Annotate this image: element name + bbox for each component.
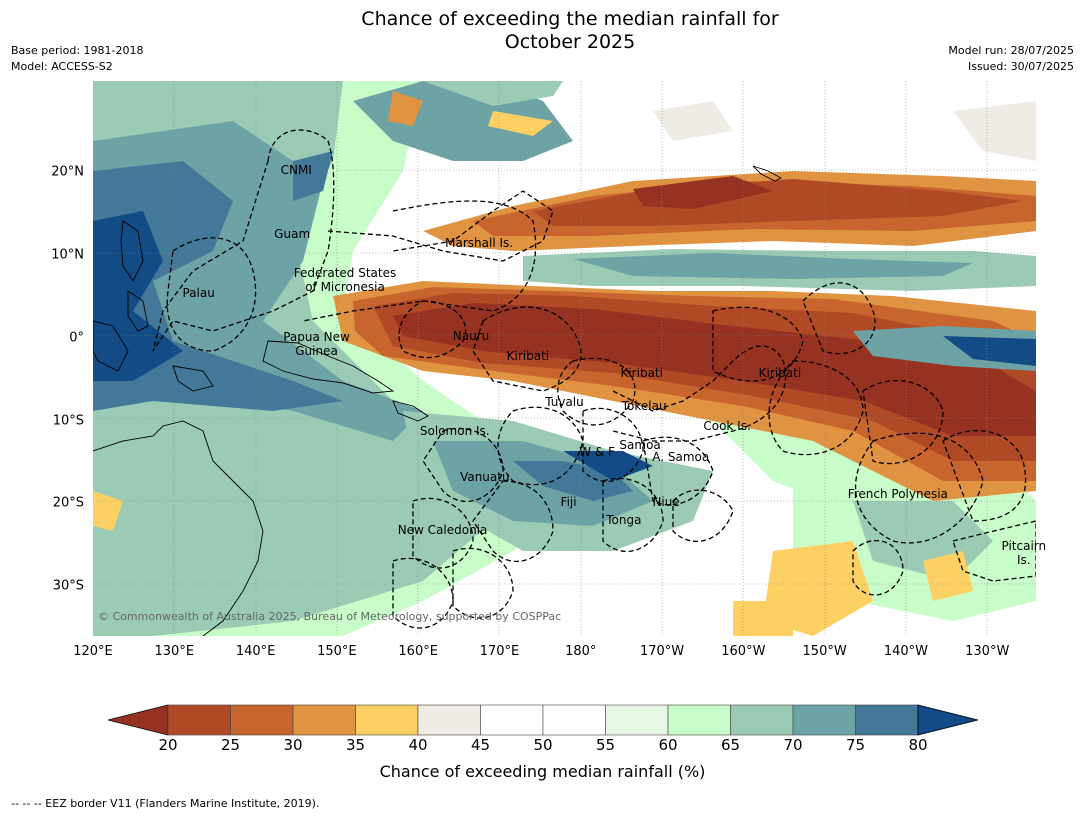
region-label: Papua New Guinea xyxy=(283,330,350,359)
eez-footnote: -- -- -- EEZ border V11 (Flanders Marine… xyxy=(11,797,320,810)
region-label: Tonga xyxy=(606,513,642,528)
lon-tick-label: 160°W xyxy=(721,644,766,659)
colorbar-segment xyxy=(855,704,919,736)
model-text: Model: ACCESS-S2 xyxy=(11,60,113,73)
lon-tick-label: 130°E xyxy=(154,644,195,659)
colorbar-segment xyxy=(292,704,356,736)
colorbar-tick-label: 50 xyxy=(533,736,553,754)
colorbar-segment xyxy=(792,704,856,736)
base-period-text: Base period: 1981-2018 xyxy=(11,44,144,57)
lon-tick-label: 170°W xyxy=(639,644,685,659)
colorbar-tick-label: 35 xyxy=(345,736,366,754)
region-label: Guam xyxy=(274,227,311,242)
meta-right: Model run: 28/07/2025 Issued: 30/07/2025 xyxy=(948,43,1074,75)
region-label: Tokelau xyxy=(621,398,667,413)
lon-tick-label: 120°E xyxy=(73,644,113,659)
meta-left: Base period: 1981-2018 Model: ACCESS-S2 xyxy=(11,43,143,75)
lon-tick-label: 130°W xyxy=(965,644,1010,659)
gridlines xyxy=(93,81,1036,636)
title-line-1: Chance of exceeding the median rainfall … xyxy=(361,8,779,30)
colorbar-tick-label: 80 xyxy=(908,736,928,754)
colorbar-tick-label: 75 xyxy=(845,736,866,754)
lat-tick-label: 30°S xyxy=(52,578,84,594)
lon-tick-label: 150°E xyxy=(317,644,357,659)
region-label: Niue xyxy=(652,494,680,509)
colorbar-tick-label: 20 xyxy=(158,736,178,754)
lon-tick-label: 140°E xyxy=(235,644,276,659)
region-label: Marshall Is. xyxy=(445,235,514,250)
lat-tick-label: 20°S xyxy=(52,495,84,511)
colorbar-tick-label: 45 xyxy=(470,736,491,754)
region-label: Fiji xyxy=(560,494,577,509)
colorbar-segment xyxy=(167,704,231,736)
colorbar-tick-label: 30 xyxy=(283,736,303,754)
colorbar-segment xyxy=(355,704,419,736)
colorbar-segment xyxy=(605,704,669,736)
colorbar-segment xyxy=(667,704,731,736)
region-label: Pitcairn Is. xyxy=(1001,539,1047,568)
dry-band-north xyxy=(423,171,1036,251)
colorbar-tick-label: 70 xyxy=(783,736,803,754)
model-run-text: Model run: 28/07/2025 xyxy=(948,44,1074,57)
lon-tick-label: 150°W xyxy=(802,644,847,659)
copyright-text: © Commonwealth of Australia 2025, Bureau… xyxy=(98,610,562,623)
lat-tick-label: 20°N xyxy=(51,164,84,180)
region-label: Tuvalu xyxy=(545,395,584,410)
title-line-2: October 2025 xyxy=(504,31,636,53)
colorbar-tick-label: 25 xyxy=(220,736,241,754)
wet-band-east xyxy=(853,326,1036,371)
colorbar-label: Chance of exceeding median rainfall (%) xyxy=(379,762,706,781)
region-label: Kiribati xyxy=(620,365,663,380)
colorbar-tick-label: 55 xyxy=(595,736,616,754)
region-label: Samoa xyxy=(619,438,661,453)
region-label: Solomon Is. xyxy=(419,423,490,438)
wet-band-mid-north xyxy=(523,249,1036,291)
region-label: French Polynesia xyxy=(847,486,948,501)
colorbar-segment xyxy=(417,704,481,736)
eez-borders xyxy=(152,129,1036,629)
colorbar-tick-label: 60 xyxy=(658,736,678,754)
lat-tick-label: 10°S xyxy=(52,413,84,429)
region-label: New Caledonia xyxy=(397,522,488,537)
lon-tick-label: 160°E xyxy=(398,644,438,659)
region-label: Kiribati xyxy=(506,349,550,363)
region-label: Cook Is. xyxy=(703,419,751,434)
lon-tick-label: 140°W xyxy=(883,644,929,659)
colorbar-segment xyxy=(480,704,544,736)
lon-tick-label: 170°E xyxy=(479,644,520,659)
region-label: CNMI xyxy=(280,163,312,178)
region-label: Vanuatu xyxy=(460,469,510,484)
colorbar-tick-label: 65 xyxy=(720,736,741,754)
lat-tick-label: 10°N xyxy=(51,247,84,263)
colorbar xyxy=(107,704,979,736)
colorbar-segment xyxy=(730,704,794,736)
colorbar-segment xyxy=(230,704,294,736)
lat-tick-label: 0° xyxy=(69,330,84,346)
scattered-patches xyxy=(93,91,1036,636)
colorbar-over-arrow xyxy=(917,704,979,736)
colorbar-segment xyxy=(542,704,606,736)
lon-tick-label: 180° xyxy=(565,644,597,659)
coastlines xyxy=(93,165,782,636)
region-label: Kiribati xyxy=(758,365,802,380)
rainfall-map xyxy=(93,81,1036,636)
region-label: Palau xyxy=(182,286,215,301)
region-label: Nauru xyxy=(452,329,490,344)
map-title: Chance of exceeding the median rainfall … xyxy=(0,8,1085,54)
region-label: Federated States of Micronesia xyxy=(293,265,397,294)
colorbar-tick-label: 40 xyxy=(408,736,428,754)
region-label: A. Samoa xyxy=(652,450,710,465)
region-label: W & F xyxy=(579,445,615,460)
colorbar-under-arrow xyxy=(107,704,169,736)
issued-text: Issued: 30/07/2025 xyxy=(967,60,1074,73)
